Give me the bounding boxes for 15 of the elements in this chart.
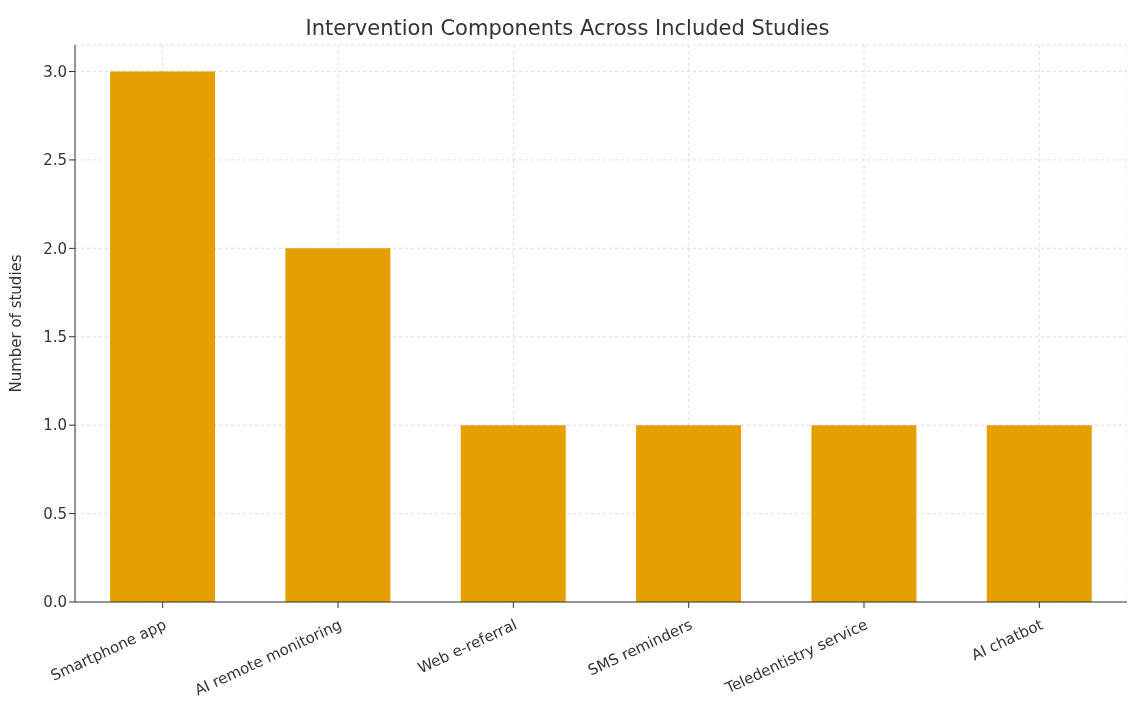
y-tick-label: 2.5 [43, 151, 67, 170]
bar [811, 425, 917, 602]
y-tick-label: 0.0 [43, 593, 67, 612]
bar [636, 425, 742, 602]
bar [285, 248, 391, 602]
chart-title: Intervention Components Across Included Studies [304, 16, 831, 40]
y-tick-label: 0.5 [43, 504, 67, 523]
y-tick-label: 2.0 [43, 239, 67, 258]
bar [986, 425, 1092, 602]
y-axis-title: Number of studies [7, 254, 26, 393]
y-tick-label: 1.0 [43, 416, 67, 435]
y-tick-label: 1.5 [43, 328, 67, 347]
bar [110, 71, 216, 602]
y-tick-label: 3.0 [43, 62, 67, 81]
bar [460, 425, 566, 602]
